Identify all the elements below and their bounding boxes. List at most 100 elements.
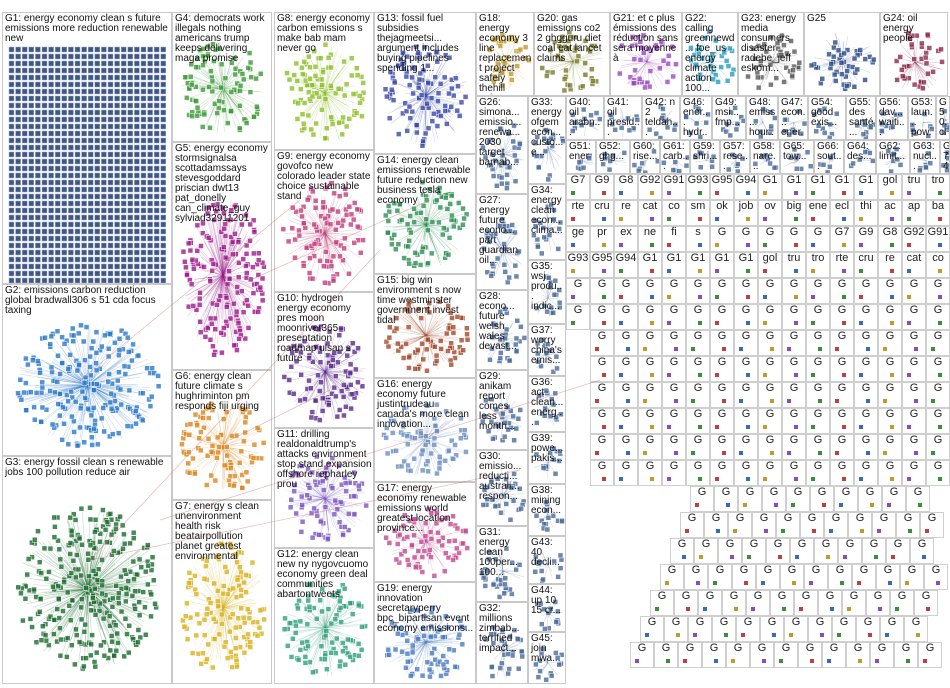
node <box>57 625 63 631</box>
node <box>74 442 81 449</box>
node <box>153 207 160 214</box>
node <box>48 200 54 207</box>
node <box>74 123 81 130</box>
node <box>310 359 316 365</box>
edge <box>324 370 329 373</box>
node <box>160 46 167 53</box>
node <box>21 46 28 53</box>
node <box>636 76 643 82</box>
node <box>70 332 77 339</box>
node <box>185 240 192 247</box>
node <box>8 228 15 235</box>
node <box>120 158 127 165</box>
group-cell-g12: G12: energy clean new ny nygovcuomo econ… <box>274 548 374 684</box>
edge <box>324 92 352 116</box>
node <box>47 388 53 394</box>
edge <box>288 233 326 255</box>
node <box>152 601 158 607</box>
node <box>127 116 134 123</box>
node <box>125 578 132 584</box>
node <box>48 186 54 193</box>
node <box>134 151 140 158</box>
node <box>434 123 441 129</box>
node <box>15 228 21 235</box>
edge <box>218 569 224 608</box>
node <box>134 221 140 228</box>
node <box>55 596 62 603</box>
node <box>425 336 431 343</box>
edge <box>222 275 229 346</box>
node <box>21 207 28 214</box>
edge <box>324 367 341 373</box>
node <box>73 626 79 633</box>
node <box>107 116 114 123</box>
node <box>401 512 408 519</box>
node <box>145 542 151 548</box>
node <box>302 225 309 231</box>
node <box>78 505 85 512</box>
edge <box>219 209 224 276</box>
node <box>317 55 324 62</box>
edge <box>51 589 89 632</box>
node <box>8 158 15 165</box>
edge <box>222 598 251 609</box>
node <box>68 221 74 228</box>
node <box>423 433 429 439</box>
node <box>231 342 237 349</box>
node <box>299 65 305 71</box>
edge <box>222 601 231 608</box>
node <box>307 64 313 71</box>
node <box>38 570 45 576</box>
edge <box>324 65 345 94</box>
node <box>121 540 128 547</box>
node <box>210 202 217 208</box>
node <box>94 74 101 81</box>
node <box>8 214 15 221</box>
node <box>226 628 233 635</box>
node <box>101 95 107 102</box>
node <box>87 158 94 165</box>
node <box>101 179 107 186</box>
node <box>409 108 416 115</box>
node <box>81 179 87 186</box>
node <box>68 109 74 116</box>
node <box>147 123 153 130</box>
edge <box>324 344 331 372</box>
node <box>422 520 429 527</box>
node <box>93 649 100 656</box>
node <box>563 67 569 74</box>
node <box>194 248 201 254</box>
edge <box>305 233 326 269</box>
node <box>79 388 86 395</box>
node <box>41 228 48 235</box>
node <box>450 92 457 99</box>
node <box>48 193 54 200</box>
node <box>35 193 41 200</box>
node <box>216 631 223 638</box>
node <box>385 646 392 653</box>
node <box>15 60 21 67</box>
node <box>66 603 73 609</box>
node <box>38 637 45 643</box>
node <box>419 554 426 560</box>
node <box>438 346 444 352</box>
node <box>333 226 339 233</box>
node <box>78 596 85 602</box>
node <box>21 116 28 123</box>
node <box>107 88 114 95</box>
node <box>114 207 120 214</box>
node <box>72 517 79 523</box>
edge <box>324 233 335 245</box>
node <box>140 214 147 221</box>
node <box>309 93 316 100</box>
node <box>94 270 101 277</box>
edge <box>212 274 224 281</box>
node <box>127 102 134 109</box>
node <box>133 420 139 427</box>
node <box>48 81 54 88</box>
node <box>354 65 360 71</box>
node <box>254 103 260 110</box>
node <box>107 179 114 186</box>
node <box>425 227 431 234</box>
edge <box>202 275 224 317</box>
